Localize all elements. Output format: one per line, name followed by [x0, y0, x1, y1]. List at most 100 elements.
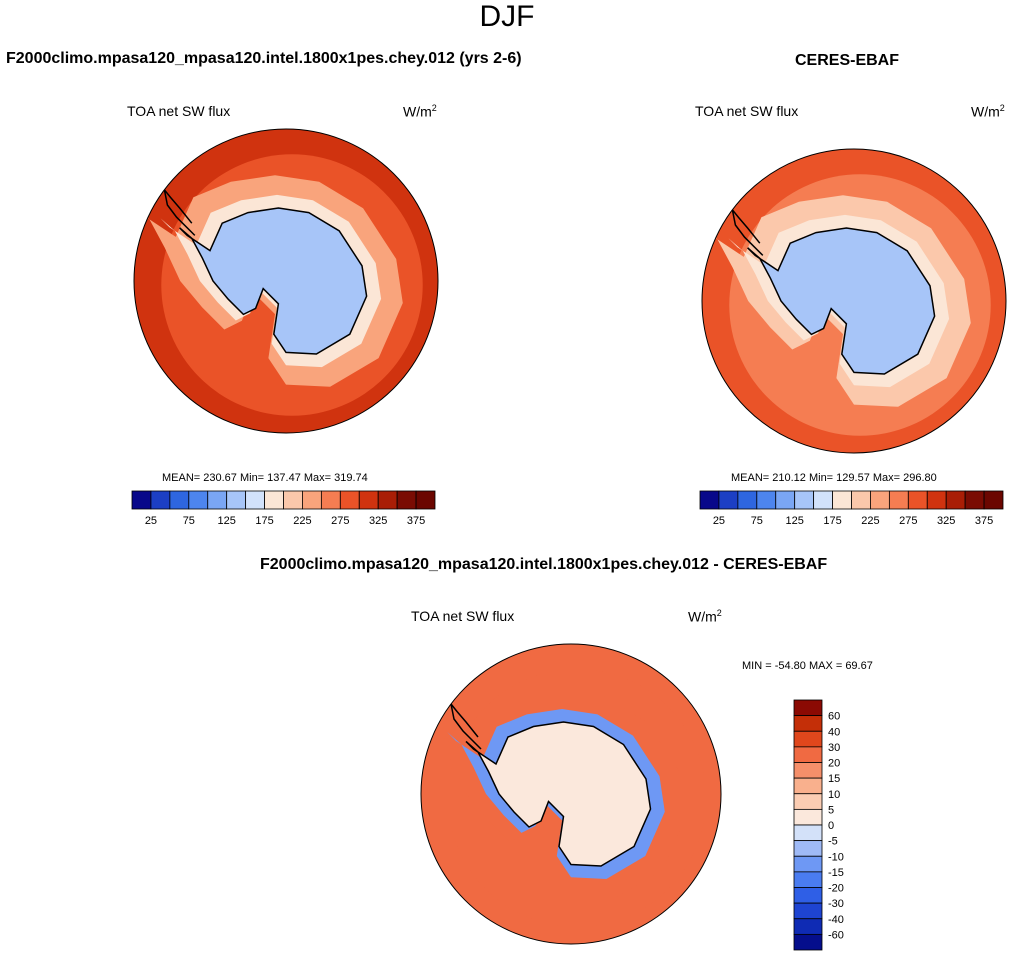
- model-colorbar-swatch: [169, 490, 190, 510]
- obs-antarctica-outline: [747, 227, 936, 375]
- diff-colorbar-swatch: [793, 933, 823, 951]
- obs-colorbar-swatch: [699, 490, 720, 510]
- diff-colorbar-tick-label: 15: [828, 773, 840, 785]
- diff-colorbar-tick-label: 0: [828, 820, 834, 832]
- model-units-label: W/m2: [403, 103, 437, 120]
- diff-colorbar-tick-label: 30: [828, 742, 840, 754]
- obs-stats: MEAN= 210.12 Min= 129.57 Max= 296.80: [731, 472, 937, 484]
- diff-colorbar-tick-label: -30: [828, 898, 844, 910]
- model-colorbar-tick-label: 25: [145, 515, 157, 527]
- model-colorbar-swatch: [264, 490, 284, 510]
- diff-colorbar-swatch: [793, 887, 823, 904]
- diff-colorbar-swatch: [793, 746, 823, 763]
- model-antarctica-outline: [179, 207, 368, 355]
- diff-colorbar-tick-label: -15: [828, 867, 844, 879]
- obs-colorbar-swatch: [983, 490, 1004, 510]
- diff-colorbar-tick-label: -5: [828, 836, 838, 848]
- model-colorbar-swatch: [150, 490, 171, 510]
- diff-colorbar-swatch: [793, 715, 823, 732]
- obs-colorbar-swatch: [832, 490, 852, 510]
- obs-panel-title: CERES-EBAF: [795, 52, 900, 69]
- model-map-border: [133, 128, 439, 434]
- model-colorbar-swatch: [377, 490, 398, 510]
- model-colorbar-swatch: [358, 490, 379, 510]
- diff-colorbar-swatch: [793, 762, 823, 779]
- obs-colorbar-swatch: [737, 490, 758, 510]
- diff-colorbar-tick-label: 20: [828, 758, 840, 770]
- diff-antarctica-outline: [465, 721, 652, 867]
- obs-map: [702, 149, 1006, 453]
- diff-colorbar-swatch: [793, 808, 823, 826]
- diff-colorbar-swatch: [793, 730, 823, 748]
- model-colorbar-tick-label: 225: [293, 515, 311, 527]
- model-colorbar-tick-label: 75: [183, 515, 195, 527]
- diff-colorbar-swatch: [793, 777, 823, 795]
- diff-colorbar-swatch: [793, 824, 823, 842]
- model-colorbar-tick-label: 275: [331, 515, 349, 527]
- diff-colorbar-swatch: [793, 855, 823, 873]
- obs-colorbar-swatch: [718, 490, 739, 510]
- obs-colorbar-swatch: [926, 490, 947, 510]
- model-colorbar-swatch: [415, 490, 436, 510]
- model-colorbar-swatch: [245, 490, 265, 510]
- diff-colorbar-swatch: [793, 871, 823, 888]
- diff-colorbar-tick-label: 10: [828, 789, 840, 801]
- diff-stats: MIN = -54.80 MAX = 69.67: [742, 660, 873, 672]
- diff-map-border: [420, 643, 722, 945]
- obs-colorbar-swatch: [870, 490, 890, 510]
- obs-colorbar-swatch: [775, 490, 796, 510]
- diff-colorbar-tick-label: -40: [828, 914, 844, 926]
- model-colorbar-tick-label: 325: [369, 515, 387, 527]
- model-colorbar: 25 75 125 175 225 275 325 375: [131, 490, 436, 527]
- diff-map: [421, 644, 721, 944]
- obs-colorbar-swatch: [907, 490, 928, 510]
- diff-colorbar-tick-label: -20: [828, 883, 844, 895]
- diff-colorbar-tick-label: 5: [828, 804, 834, 816]
- obs-colorbar-tick-label: 125: [786, 515, 804, 527]
- diff-units-label: W/m2: [688, 608, 722, 625]
- obs-colorbar-swatch: [888, 490, 909, 510]
- model-panel-title: F2000climo.mpasa120_mpasa120.intel.1800x…: [6, 50, 522, 67]
- obs-colorbar-swatch: [794, 490, 815, 510]
- obs-map-border: [701, 148, 1007, 454]
- figure-title: DJF: [479, 0, 535, 33]
- diff-colorbar-tick-label: 40: [828, 726, 840, 738]
- obs-colorbar-swatch: [813, 490, 833, 510]
- model-colorbar-swatch: [302, 490, 322, 510]
- diff-colorbar-tick-label: -10: [828, 851, 844, 863]
- model-map: [134, 129, 438, 433]
- model-colorbar-tick-label: 375: [407, 515, 425, 527]
- model-variable-label: TOA net SW flux: [127, 103, 231, 119]
- model-colorbar-swatch: [188, 490, 209, 510]
- obs-colorbar-swatch: [851, 490, 871, 510]
- obs-variable-label: TOA net SW flux: [695, 103, 799, 119]
- obs-colorbar-swatch: [945, 490, 966, 510]
- diff-colorbar-tick-label: 60: [828, 711, 840, 723]
- model-colorbar-swatch: [207, 490, 228, 510]
- model-colorbar-swatch: [396, 490, 417, 510]
- obs-colorbar-tick-label: 225: [861, 515, 879, 527]
- diff-colorbar-swatch: [793, 699, 823, 717]
- diff-colorbar-swatch: [793, 793, 823, 810]
- diff-colorbar: 60 40 30 20 15 10 5 0 -5 -10 -15 -20 -30 -40 -60: [793, 699, 844, 951]
- diff-panel-title: F2000climo.mpasa120_mpasa120.intel.1800x…: [260, 556, 828, 573]
- obs-colorbar: 25 75 125 175 225 275 325 375: [699, 490, 1004, 527]
- obs-colorbar-tick-label: 175: [823, 515, 841, 527]
- obs-units-label: W/m2: [971, 103, 1005, 120]
- model-colorbar-swatch: [283, 490, 303, 510]
- obs-colorbar-tick-label: 25: [713, 515, 725, 527]
- diff-variable-label: TOA net SW flux: [411, 608, 515, 624]
- obs-colorbar-tick-label: 375: [975, 515, 993, 527]
- obs-colorbar-tick-label: 75: [751, 515, 763, 527]
- diff-colorbar-swatch: [793, 902, 823, 920]
- model-colorbar-swatch: [226, 490, 247, 510]
- model-colorbar-tick-label: 125: [218, 515, 236, 527]
- model-colorbar-swatch: [131, 490, 152, 510]
- obs-colorbar-swatch: [964, 490, 985, 510]
- model-stats: MEAN= 230.67 Min= 137.47 Max= 319.74: [162, 472, 368, 484]
- diff-colorbar-tick-label: -60: [828, 929, 844, 941]
- obs-colorbar-tick-label: 325: [937, 515, 955, 527]
- model-colorbar-swatch: [320, 490, 341, 510]
- obs-colorbar-swatch: [756, 490, 777, 510]
